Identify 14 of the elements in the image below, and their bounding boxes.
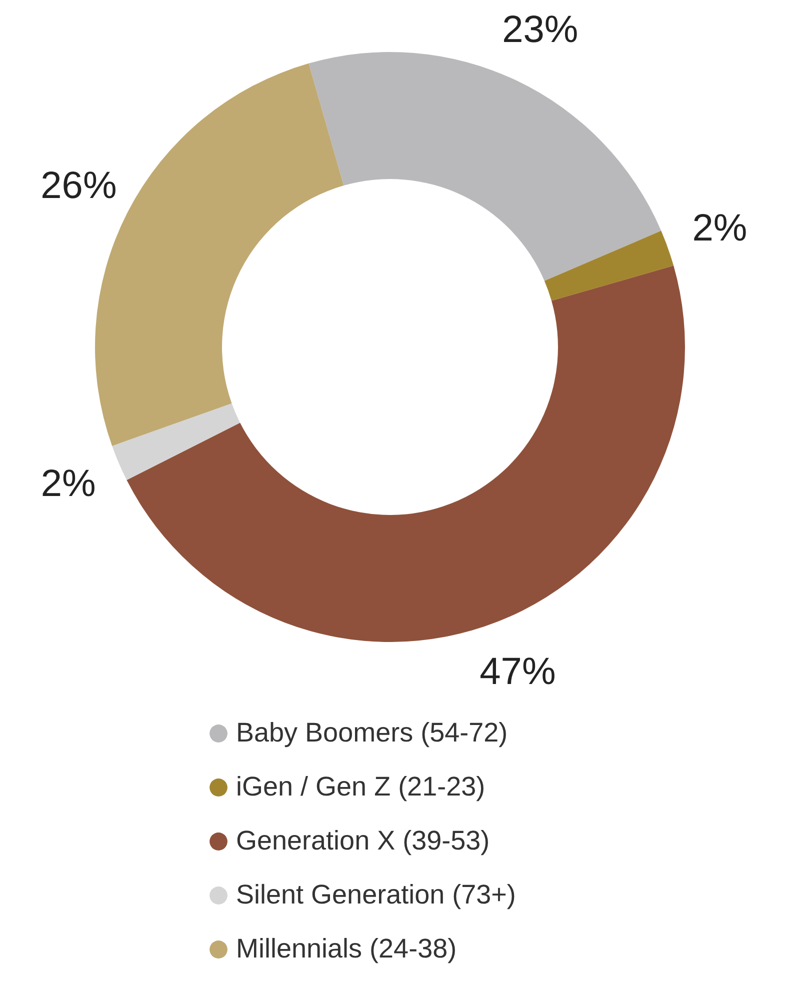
data-label: 23%: [502, 8, 578, 51]
data-label: 2%: [40, 462, 96, 505]
data-label: 2%: [692, 208, 748, 250]
donut-slice: [544, 230, 674, 301]
donut-slice: [112, 403, 240, 480]
legend-label: Millennials (24-38): [236, 934, 457, 964]
legend-label: Generation X (39-53): [236, 826, 490, 856]
data-label: 47%: [480, 650, 556, 693]
donut-slice: [308, 52, 662, 281]
data-label: 26%: [40, 165, 117, 208]
donut-slice: [126, 266, 685, 642]
legend-label: Baby Boomers (54-72): [236, 718, 508, 748]
legend-label: iGen / Gen Z (21-23): [236, 772, 486, 802]
legend-label: Silent Generation (73+): [236, 880, 516, 910]
